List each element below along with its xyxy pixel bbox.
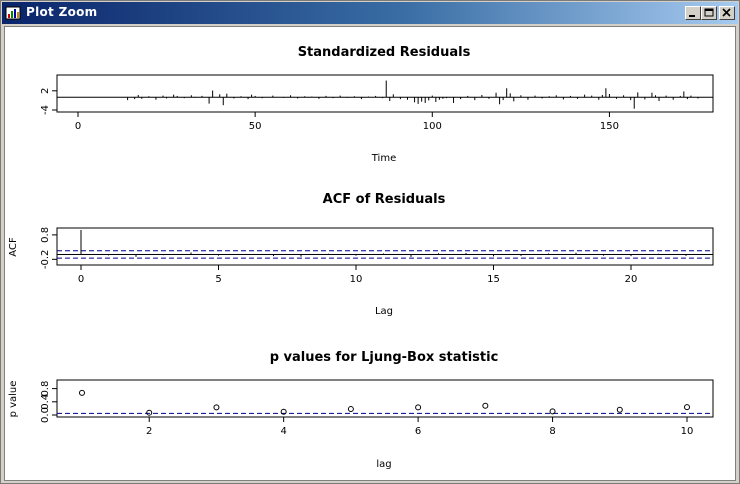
x-tick-label: 100	[423, 121, 442, 132]
x-tick-label: 8	[549, 426, 555, 437]
plot-area: Standardized Residuals 0 50 100 150 -4 2 Time…	[4, 26, 736, 481]
y-axis-label: p value	[8, 381, 19, 418]
p-value-point	[146, 409, 153, 416]
ljung-box-panel: p values for Ljung-Box statistic 2 4 6 8 10 0…	[8, 350, 714, 470]
p-value-point	[213, 404, 220, 411]
p-value-point	[347, 406, 354, 413]
acf-panel: ACF of Residuals 0 5 10 15 20 -0.2 0.8 Lag ACF	[8, 192, 714, 317]
x-tick-label: 6	[415, 426, 421, 437]
p-value-point	[79, 389, 85, 396]
x-tick-label: 10	[681, 426, 694, 437]
x-tick-label: 10	[350, 274, 363, 285]
p-value-point	[482, 402, 489, 409]
chart-title: Standardized Residuals	[298, 45, 471, 60]
title-bar[interactable]: Plot Zoom	[2, 2, 738, 24]
close-icon	[722, 8, 731, 17]
y-tick-label: -4	[40, 105, 51, 115]
x-axis-label: Lag	[375, 306, 393, 317]
close-button[interactable]	[719, 6, 735, 20]
y-tick-label: 0.4	[40, 394, 51, 410]
x-tick-label: 150	[600, 121, 619, 132]
x-tick-label: 0	[78, 274, 84, 285]
plot-frame	[56, 74, 714, 113]
plot-frame	[56, 379, 714, 418]
y-tick-label: 0.8	[40, 227, 51, 243]
y-tick-label: 0.0	[40, 407, 51, 423]
x-tick-label: 4	[280, 426, 286, 437]
y-tick-label: 2	[40, 88, 51, 94]
x-tick-label: 0	[75, 121, 81, 132]
x-tick-label: 20	[625, 274, 638, 285]
plot-frame	[56, 227, 714, 266]
x-tick-label: 5	[215, 274, 221, 285]
chart-title: ACF of Residuals	[323, 192, 446, 207]
window-title: Plot Zoom	[26, 5, 98, 19]
chart-title: p values for Ljung-Box statistic	[270, 350, 499, 365]
x-tick-label: 2	[146, 426, 152, 437]
y-tick-label: -0.2	[40, 250, 51, 270]
y-tick-label: 0.8	[40, 381, 51, 397]
minimize-button[interactable]	[685, 6, 701, 20]
p-value-point	[684, 404, 690, 411]
y-axis-label: ACF	[8, 237, 19, 257]
x-axis-label: Time	[371, 153, 396, 164]
minimize-icon	[689, 15, 695, 17]
maximize-icon	[704, 8, 714, 17]
p-value-point	[549, 408, 556, 415]
p-value-point	[616, 406, 623, 413]
maximize-button[interactable]	[701, 6, 717, 20]
p-value-point	[415, 404, 422, 411]
x-tick-label: 50	[249, 121, 262, 132]
r-plot-icon	[5, 6, 21, 20]
standardized-residuals-panel: Standardized Residuals 0 50 100 150 -4 2 Time	[40, 45, 714, 164]
diagnostic-plots: Standardized Residuals 0 50 100 150-42 Time…	[8, 45, 714, 470]
x-tick-label: 15	[487, 274, 500, 285]
p-value-point	[280, 408, 287, 415]
x-axis-label: lag	[376, 459, 391, 470]
